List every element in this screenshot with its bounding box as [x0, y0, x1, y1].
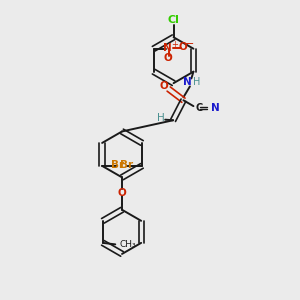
Text: Cl: Cl — [168, 15, 179, 25]
Text: Br: Br — [110, 160, 124, 170]
Text: N: N — [164, 43, 172, 52]
Text: H: H — [157, 113, 165, 123]
Text: O: O — [118, 188, 126, 198]
Text: O: O — [179, 42, 188, 52]
Text: CH₃: CH₃ — [119, 240, 136, 249]
Text: C: C — [196, 103, 203, 113]
Text: N: N — [211, 103, 220, 113]
Text: +: + — [171, 40, 178, 49]
Text: N: N — [183, 77, 192, 87]
Text: Br: Br — [120, 160, 134, 170]
Text: O: O — [164, 53, 172, 63]
Text: O: O — [160, 81, 168, 91]
Text: −: − — [185, 39, 194, 49]
Text: H: H — [193, 77, 200, 87]
